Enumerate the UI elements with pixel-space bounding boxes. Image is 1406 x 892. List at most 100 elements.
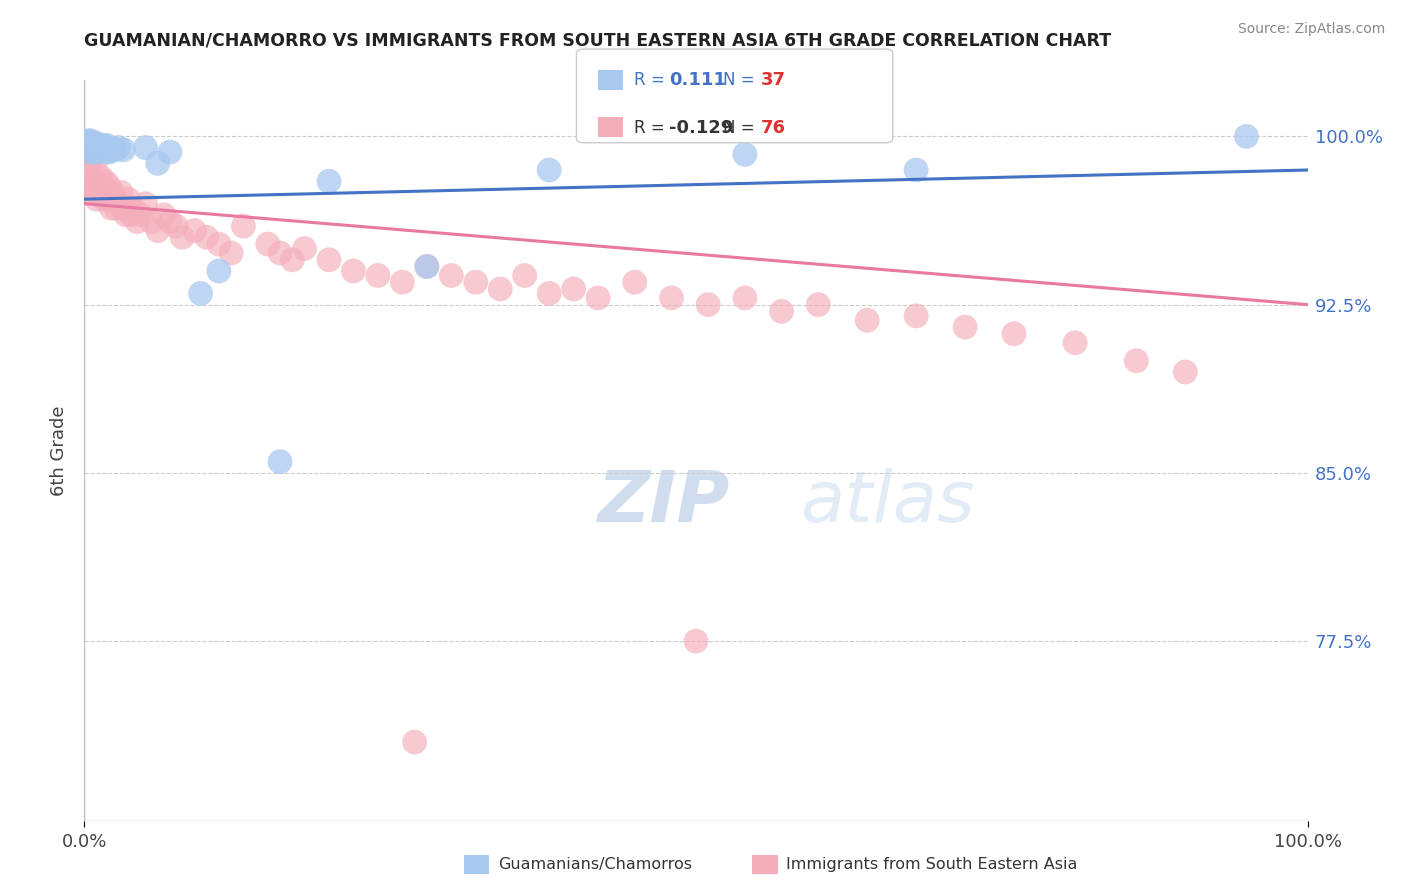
Point (84, 156, 107, 170)
Point (734, 147, 756, 161)
Point (107, 140, 129, 154)
Text: 76: 76 (761, 119, 786, 136)
Point (120, 208, 142, 222)
Point (489, 282, 512, 296)
Text: 37: 37 (761, 71, 786, 89)
Point (404, 735, 426, 749)
Point (1064, 335, 1087, 350)
Point (538, 163, 561, 178)
Point (83, 138, 105, 153)
Point (80, 145, 103, 159)
Point (86, 178, 108, 193)
Text: GUAMANIAN/CHAMORRO VS IMMIGRANTS FROM SOUTH EASTERN ASIA 6TH GRADE CORRELATION C: GUAMANIAN/CHAMORRO VS IMMIGRANTS FROM SO… (84, 31, 1112, 49)
Point (104, 143, 127, 157)
Text: N =: N = (723, 119, 759, 136)
Point (94, 174, 117, 188)
Point (685, 634, 707, 648)
Point (856, 313, 879, 327)
Point (91, 186, 114, 200)
Point (219, 246, 242, 260)
Point (82, 138, 104, 153)
Point (117, 192, 139, 206)
Text: ZIP: ZIP (598, 467, 730, 537)
Point (586, 291, 609, 305)
Point (1125, 353, 1147, 368)
Point (87, 143, 110, 157)
Point (89, 143, 111, 157)
Point (97, 192, 120, 206)
Point (1002, 326, 1025, 341)
Point (96, 186, 118, 200)
Point (115, 208, 138, 222)
Point (141, 214, 163, 228)
Point (122, 201, 145, 215)
Point (734, 291, 756, 305)
Point (269, 246, 291, 260)
Point (97, 178, 120, 193)
Point (172, 230, 194, 244)
Point (281, 252, 304, 267)
Point (79, 143, 101, 157)
Text: N =: N = (723, 71, 759, 89)
Point (89, 169, 111, 184)
Point (80, 169, 103, 184)
Point (146, 224, 169, 238)
Text: -0.129: -0.129 (669, 119, 734, 136)
Text: Guamanians/Chamorros: Guamanians/Chamorros (498, 857, 692, 871)
Point (342, 264, 364, 278)
Point (79, 178, 101, 193)
Y-axis label: 6th Grade: 6th Grade (51, 405, 69, 496)
Point (318, 174, 340, 188)
Point (79, 134, 101, 148)
Point (135, 140, 157, 154)
Point (195, 230, 218, 244)
Point (159, 214, 181, 228)
Point (87, 138, 110, 153)
Point (367, 268, 389, 283)
Text: R =: R = (634, 71, 671, 89)
Point (125, 214, 148, 228)
Point (416, 260, 439, 274)
Point (112, 201, 135, 215)
Point (440, 268, 463, 283)
Point (416, 260, 439, 274)
Point (538, 286, 561, 301)
Point (165, 219, 187, 233)
Point (391, 275, 413, 289)
Point (953, 320, 976, 334)
Text: atlas: atlas (800, 467, 974, 537)
Point (82, 186, 104, 200)
Point (82, 145, 104, 159)
Point (77, 136, 100, 150)
Point (86, 192, 108, 206)
Point (84, 136, 107, 150)
Point (697, 298, 720, 312)
Point (83, 145, 105, 159)
Point (905, 163, 928, 178)
Point (77, 134, 100, 148)
Point (146, 156, 169, 170)
Point (232, 219, 254, 233)
Point (294, 242, 316, 256)
Point (190, 286, 212, 301)
Point (208, 237, 231, 252)
Point (82, 147, 104, 161)
Point (153, 208, 176, 222)
Point (129, 208, 152, 222)
Point (562, 282, 585, 296)
Point (107, 196, 129, 211)
Point (464, 275, 486, 289)
Point (105, 201, 128, 215)
Point (1236, 129, 1258, 144)
Point (93, 145, 115, 159)
Point (513, 268, 536, 283)
Point (624, 275, 647, 289)
Text: 0.111: 0.111 (669, 71, 725, 89)
Point (80, 136, 103, 150)
Text: Source: ZipAtlas.com: Source: ZipAtlas.com (1237, 22, 1385, 37)
Point (101, 186, 124, 200)
Point (110, 186, 132, 200)
Point (208, 264, 231, 278)
Point (135, 196, 157, 211)
Point (661, 291, 683, 305)
